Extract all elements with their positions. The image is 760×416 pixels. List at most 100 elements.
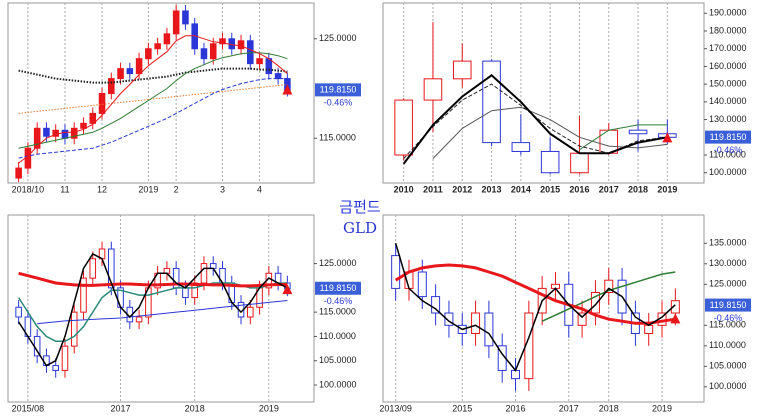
y-tick-label: 105.0000: [319, 355, 357, 365]
moving-average: [18, 271, 288, 288]
x-tick-label: 2015/08: [12, 403, 45, 413]
x-tick-label: 2017: [111, 403, 131, 413]
candle-body: [511, 369, 521, 380]
x-tick-label: 11: [60, 184, 69, 194]
moving-average: [18, 35, 288, 164]
x-tick-label: 2015: [540, 184, 560, 194]
candle-body: [172, 10, 180, 35]
change-label: -0.46%: [714, 145, 743, 155]
moving-average: [432, 106, 668, 159]
plot-frame: [382, 214, 705, 403]
candle-body: [15, 306, 22, 318]
candle-body: [209, 43, 217, 60]
x-tick-label: 3: [220, 184, 225, 194]
moving-average: [402, 74, 668, 165]
candle-body: [471, 312, 481, 335]
plot-frame: [7, 2, 315, 184]
x-tick-label: 2015: [452, 403, 472, 413]
y-tick-label: 110.0000: [709, 149, 746, 159]
candle-body: [61, 345, 69, 371]
y-tick-label: 110.0000: [319, 331, 356, 341]
candle-body: [444, 312, 454, 326]
x-tick-label: 2013: [482, 184, 502, 194]
candle-body: [182, 10, 189, 25]
x-tick-label: 2019: [259, 403, 279, 413]
x-tick-label: 2013/09: [379, 403, 412, 413]
candle-body: [89, 112, 97, 124]
candle-body: [599, 129, 619, 154]
plot-frame: [382, 2, 705, 184]
candle-body: [33, 127, 41, 149]
candle-body: [577, 312, 587, 326]
x-tick-label: 2019: [657, 184, 677, 194]
candle-body: [70, 311, 78, 347]
y-tick-label: 180.0000: [709, 25, 747, 35]
moving-average: [394, 263, 676, 325]
candle-body: [182, 287, 189, 299]
x-tick-label: 2017: [599, 184, 619, 194]
y-tick-label: 125.0000: [709, 279, 747, 289]
candle-body: [98, 92, 106, 114]
y-tick-label: 125.0000: [319, 33, 357, 43]
moving-average: [579, 124, 668, 151]
y-tick-label: 130.0000: [709, 258, 747, 268]
candle-body: [590, 292, 600, 314]
x-tick-label: 12: [97, 184, 107, 194]
price-tag-label: 119.8150: [710, 132, 747, 142]
price-tag-label: 119.8150: [320, 283, 357, 293]
y-tick-label: 115.0000: [319, 307, 356, 317]
candle-body: [394, 99, 413, 156]
price-tag: [705, 130, 751, 144]
x-tick-label: 2019: [138, 184, 158, 194]
y-tick-label: 130.0000: [709, 114, 747, 124]
candle-body: [117, 68, 124, 80]
y-tick-label: 140.0000: [709, 96, 747, 106]
candle-body: [228, 38, 236, 50]
change-label: -0.46%: [324, 296, 353, 306]
candle-body: [482, 60, 501, 144]
candle-body: [628, 129, 648, 135]
candle-body: [145, 48, 152, 60]
candle-body: [80, 122, 87, 129]
candle-body: [604, 279, 614, 294]
x-tick-label: 2019: [652, 403, 672, 413]
x-tick-label: 2014: [511, 184, 531, 194]
y-tick-label: 105.0000: [709, 361, 747, 371]
price-tag-label: 119.8150: [710, 300, 747, 310]
candle-body: [15, 167, 22, 179]
candle-body: [511, 142, 531, 152]
price-tag-label: 119.8150: [320, 85, 357, 95]
y-tick-label: 115.0000: [319, 133, 356, 143]
candle-body: [256, 58, 263, 65]
candle-body: [540, 150, 560, 174]
candle-body: [135, 316, 143, 323]
x-tick-label: 2010: [394, 184, 414, 194]
plot-frame: [7, 214, 315, 403]
candle-body: [135, 58, 143, 75]
candle-body: [200, 48, 208, 60]
candle-body: [391, 255, 401, 289]
y-tick-label: 170.0000: [709, 43, 747, 53]
candle-body: [89, 258, 97, 279]
candle-body: [247, 306, 254, 318]
moving-average: [541, 271, 676, 322]
signal-arrow: [282, 284, 293, 295]
candle-body: [570, 152, 589, 174]
moving-average: [18, 67, 288, 84]
candle-body: [108, 248, 115, 289]
moving-average: [18, 78, 288, 159]
y-tick-label: 110.0000: [709, 340, 746, 350]
candle-body: [219, 38, 226, 45]
candle-body: [108, 78, 115, 94]
candle-body: [163, 33, 171, 45]
candle-body: [61, 129, 69, 139]
price-tag: [315, 83, 361, 97]
price-tag: [705, 298, 751, 312]
candle-body: [670, 300, 680, 314]
moving-average: [394, 243, 676, 372]
y-tick-label: 115.0000: [709, 320, 746, 330]
signal-arrow: [662, 132, 673, 143]
candle-body: [200, 263, 208, 284]
x-tick-label: 2018: [185, 403, 205, 413]
